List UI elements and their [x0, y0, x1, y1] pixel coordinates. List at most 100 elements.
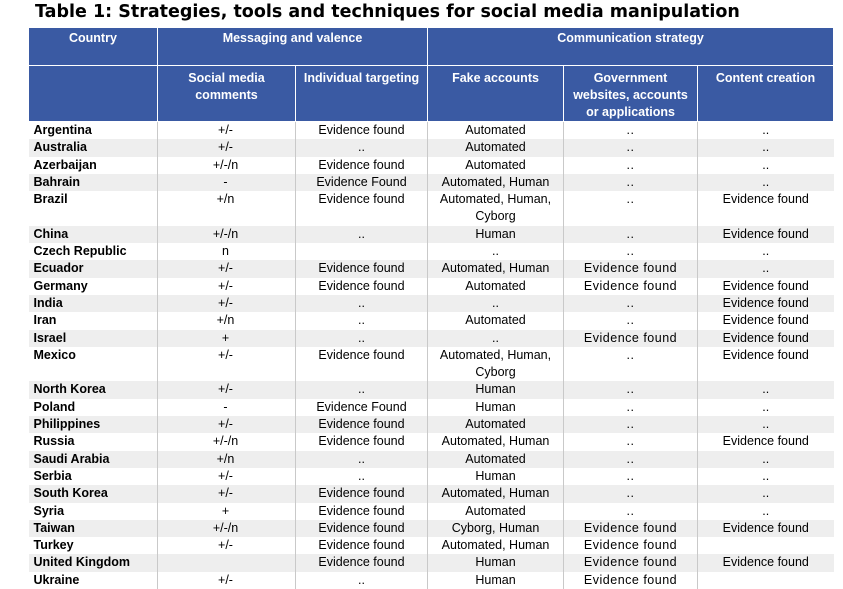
targeting-cell: .. [296, 381, 428, 398]
fake-accounts-cell: Automated, Human [428, 433, 564, 450]
comments-cell: +/- [158, 260, 296, 277]
targeting-cell: .. [296, 312, 428, 329]
fake-accounts-cell: .. [428, 295, 564, 312]
targeting-cell: .. [296, 451, 428, 468]
gov-websites-cell: .. [564, 243, 698, 260]
content-creation-cell [698, 537, 834, 554]
country-cell: Taiwan [29, 520, 158, 537]
fake-accounts-cell: Human [428, 572, 564, 589]
comments-cell: n [158, 243, 296, 260]
gov-websites-cell: Evidence found [564, 554, 698, 571]
targeting-cell [296, 243, 428, 260]
comments-cell: +/n [158, 451, 296, 468]
country-cell: China [29, 226, 158, 243]
targeting-cell: Evidence found [296, 520, 428, 537]
individual-targeting-header: Individual targeting [296, 66, 428, 122]
social-media-comments-header: Social media comments [158, 66, 296, 122]
content-creation-cell: .. [698, 503, 834, 520]
content-creation-cell: Evidence found [698, 295, 834, 312]
comments-cell: +/- [158, 295, 296, 312]
gov-websites-cell: .. [564, 174, 698, 191]
content-creation-cell: .. [698, 260, 834, 277]
country-cell: Ukraine [29, 572, 158, 589]
content-creation-cell: Evidence found [698, 278, 834, 295]
fake-accounts-cell: Automated, Human [428, 537, 564, 554]
table-row: Iran+/n..Automated..Evidence found [29, 312, 834, 329]
fake-accounts-cell: Human [428, 399, 564, 416]
content-creation-cell: .. [698, 174, 834, 191]
comments-cell: +/-/n [158, 520, 296, 537]
comments-cell: +/-/n [158, 433, 296, 450]
content-creation-cell: Evidence found [698, 554, 834, 571]
gov-websites-cell: .. [564, 503, 698, 520]
content-creation-cell: Evidence found [698, 312, 834, 329]
fake-accounts-cell: Automated [428, 122, 564, 140]
communication-group-header: Communication strategy [428, 28, 834, 66]
fake-accounts-cell: Automated, Human, Cyborg [428, 347, 564, 382]
gov-websites-cell: Evidence found [564, 520, 698, 537]
country-cell: Czech Republic [29, 243, 158, 260]
targeting-cell: .. [296, 295, 428, 312]
country-cell: Syria [29, 503, 158, 520]
country-cell: Ecuador [29, 260, 158, 277]
gov-websites-cell: .. [564, 468, 698, 485]
comments-cell: +/-/n [158, 157, 296, 174]
fake-accounts-cell: .. [428, 330, 564, 347]
country-cell: India [29, 295, 158, 312]
comments-cell: +/- [158, 381, 296, 398]
targeting-cell: Evidence found [296, 278, 428, 295]
gov-websites-cell: .. [564, 295, 698, 312]
gov-websites-cell: .. [564, 416, 698, 433]
fake-accounts-cell: Automated [428, 312, 564, 329]
gov-websites-cell: .. [564, 347, 698, 382]
gov-websites-cell: .. [564, 139, 698, 156]
content-creation-cell: .. [698, 243, 834, 260]
targeting-cell: .. [296, 139, 428, 156]
country-cell: Azerbaijan [29, 157, 158, 174]
gov-websites-cell: .. [564, 381, 698, 398]
targeting-cell: .. [296, 468, 428, 485]
country-cell: Germany [29, 278, 158, 295]
country-cell: North Korea [29, 381, 158, 398]
country-cell: United Kingdom [29, 554, 158, 571]
targeting-cell: Evidence Found [296, 174, 428, 191]
government-websites-header: Government websites, accounts or applica… [564, 66, 698, 122]
fake-accounts-header: Fake accounts [428, 66, 564, 122]
fake-accounts-cell: Automated [428, 451, 564, 468]
country-header-blank [29, 66, 158, 122]
targeting-cell: Evidence found [296, 485, 428, 502]
content-creation-cell: .. [698, 416, 834, 433]
fake-accounts-cell: Human [428, 226, 564, 243]
gov-websites-cell: Evidence found [564, 260, 698, 277]
content-creation-cell: .. [698, 381, 834, 398]
targeting-cell: Evidence found [296, 416, 428, 433]
comments-cell: +/- [158, 537, 296, 554]
fake-accounts-cell: Automated, Human [428, 260, 564, 277]
fake-accounts-cell: Automated [428, 503, 564, 520]
gov-websites-cell: .. [564, 485, 698, 502]
content-creation-cell: .. [698, 157, 834, 174]
country-cell: Philippines [29, 416, 158, 433]
comments-cell: +/- [158, 122, 296, 140]
comments-cell: +/- [158, 572, 296, 589]
targeting-cell: Evidence found [296, 122, 428, 140]
content-creation-cell: .. [698, 468, 834, 485]
comments-cell: +/- [158, 347, 296, 382]
table-row: Australia+/-..Automated.... [29, 139, 834, 156]
gov-websites-cell: .. [564, 451, 698, 468]
fake-accounts-cell: .. [428, 243, 564, 260]
fake-accounts-cell: Automated [428, 157, 564, 174]
gov-websites-cell: .. [564, 122, 698, 140]
content-creation-cell: Evidence found [698, 433, 834, 450]
content-creation-cell: Evidence found [698, 330, 834, 347]
